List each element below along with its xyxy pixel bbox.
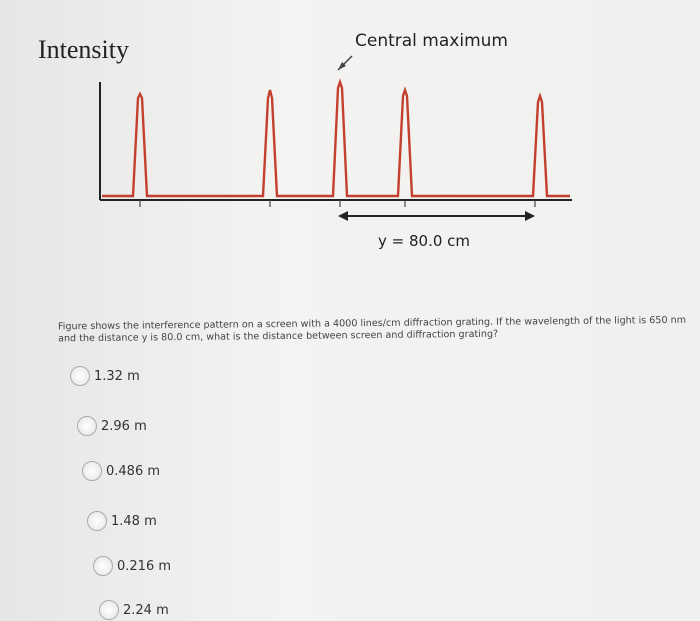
question-text: Figure shows the interference pattern on… — [57, 314, 687, 345]
option: 2.96 m — [77, 416, 147, 436]
option-label: 2.24 m — [123, 602, 169, 618]
arrow-head — [338, 62, 346, 70]
option-label: 0.216 m — [117, 558, 172, 574]
ticks — [139, 200, 536, 207]
radio-button[interactable] — [70, 366, 90, 386]
radio-button[interactable] — [82, 461, 102, 481]
radio-button[interactable] — [77, 416, 97, 436]
option: 0.486 m — [82, 461, 160, 481]
annotation: Central maximum — [355, 31, 508, 51]
intensity-curve — [102, 78, 570, 198]
distance-label: y = 80.0 cm — [378, 232, 470, 250]
radio-button[interactable] — [99, 600, 119, 620]
option-label: 1.48 m — [111, 513, 157, 529]
arrow-head — [338, 211, 348, 221]
option: 1.32 m — [70, 366, 140, 386]
radio-button[interactable] — [93, 556, 113, 576]
figure: Intensity Central maximum y = 80.0 cm — [38, 31, 572, 250]
option: 1.48 m — [87, 511, 157, 531]
y-axis-label: Intensity — [38, 35, 129, 64]
option-label: 1.32 m — [94, 368, 140, 384]
radio-button[interactable] — [87, 511, 107, 531]
option: 0.216 m — [93, 556, 171, 576]
option-label: 2.96 m — [101, 418, 147, 434]
option: 2.24 m — [99, 600, 169, 620]
arrow-head — [525, 211, 535, 221]
option-label: 0.486 m — [106, 463, 161, 479]
